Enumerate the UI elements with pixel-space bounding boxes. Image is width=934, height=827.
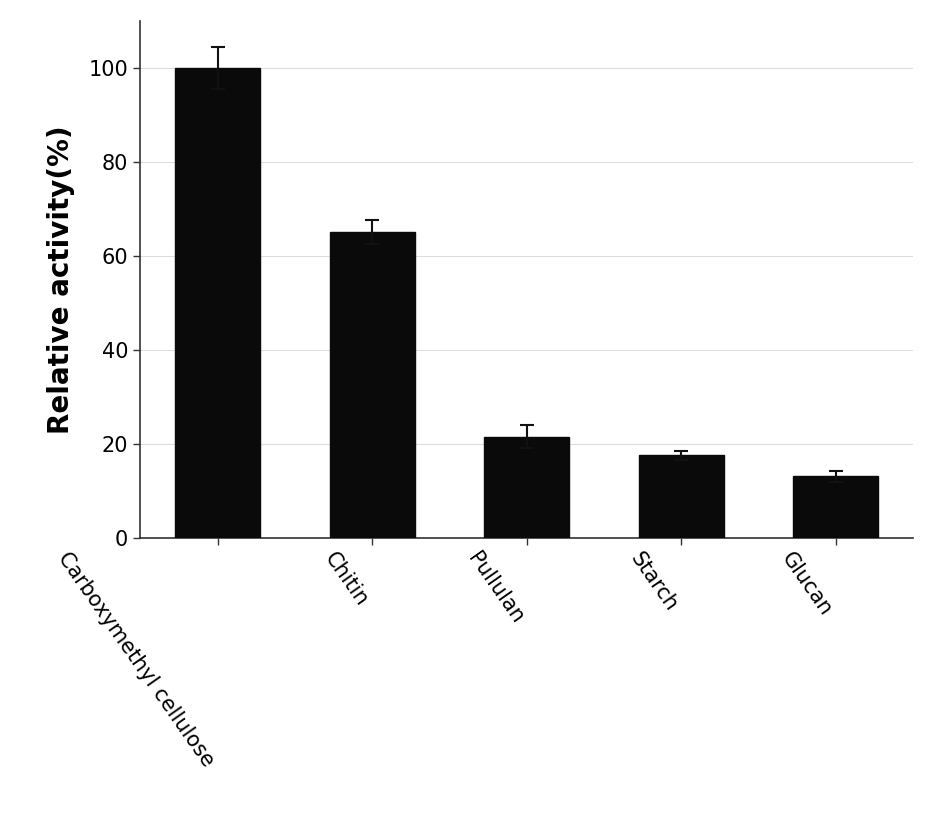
- Bar: [330, 232, 415, 538]
- Bar: [639, 456, 724, 538]
- Bar: [793, 476, 878, 538]
- Y-axis label: Relative activity(%): Relative activity(%): [47, 125, 75, 433]
- Bar: [176, 68, 261, 538]
- Bar: [484, 437, 569, 538]
